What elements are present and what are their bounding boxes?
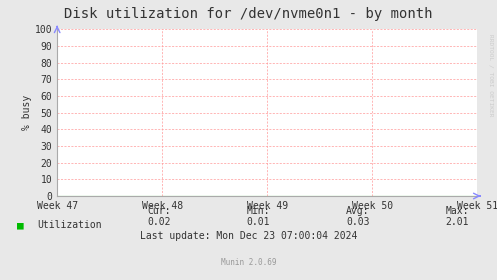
Text: Max:: Max: xyxy=(445,206,469,216)
Text: RRDTOOL / TOBI OETIKER: RRDTOOL / TOBI OETIKER xyxy=(489,34,494,116)
Text: Last update: Mon Dec 23 07:00:04 2024: Last update: Mon Dec 23 07:00:04 2024 xyxy=(140,231,357,241)
Text: ■: ■ xyxy=(17,220,24,230)
Text: Disk utilization for /dev/nvme0n1 - by month: Disk utilization for /dev/nvme0n1 - by m… xyxy=(64,7,433,21)
Text: Utilization: Utilization xyxy=(37,220,102,230)
Text: 0.01: 0.01 xyxy=(247,217,270,227)
Text: 0.03: 0.03 xyxy=(346,217,370,227)
Text: Avg:: Avg: xyxy=(346,206,370,216)
Text: Munin 2.0.69: Munin 2.0.69 xyxy=(221,258,276,267)
Text: Cur:: Cur: xyxy=(147,206,171,216)
Text: 2.01: 2.01 xyxy=(445,217,469,227)
Y-axis label: % busy: % busy xyxy=(22,95,32,130)
Text: 0.02: 0.02 xyxy=(147,217,171,227)
Text: Min:: Min: xyxy=(247,206,270,216)
